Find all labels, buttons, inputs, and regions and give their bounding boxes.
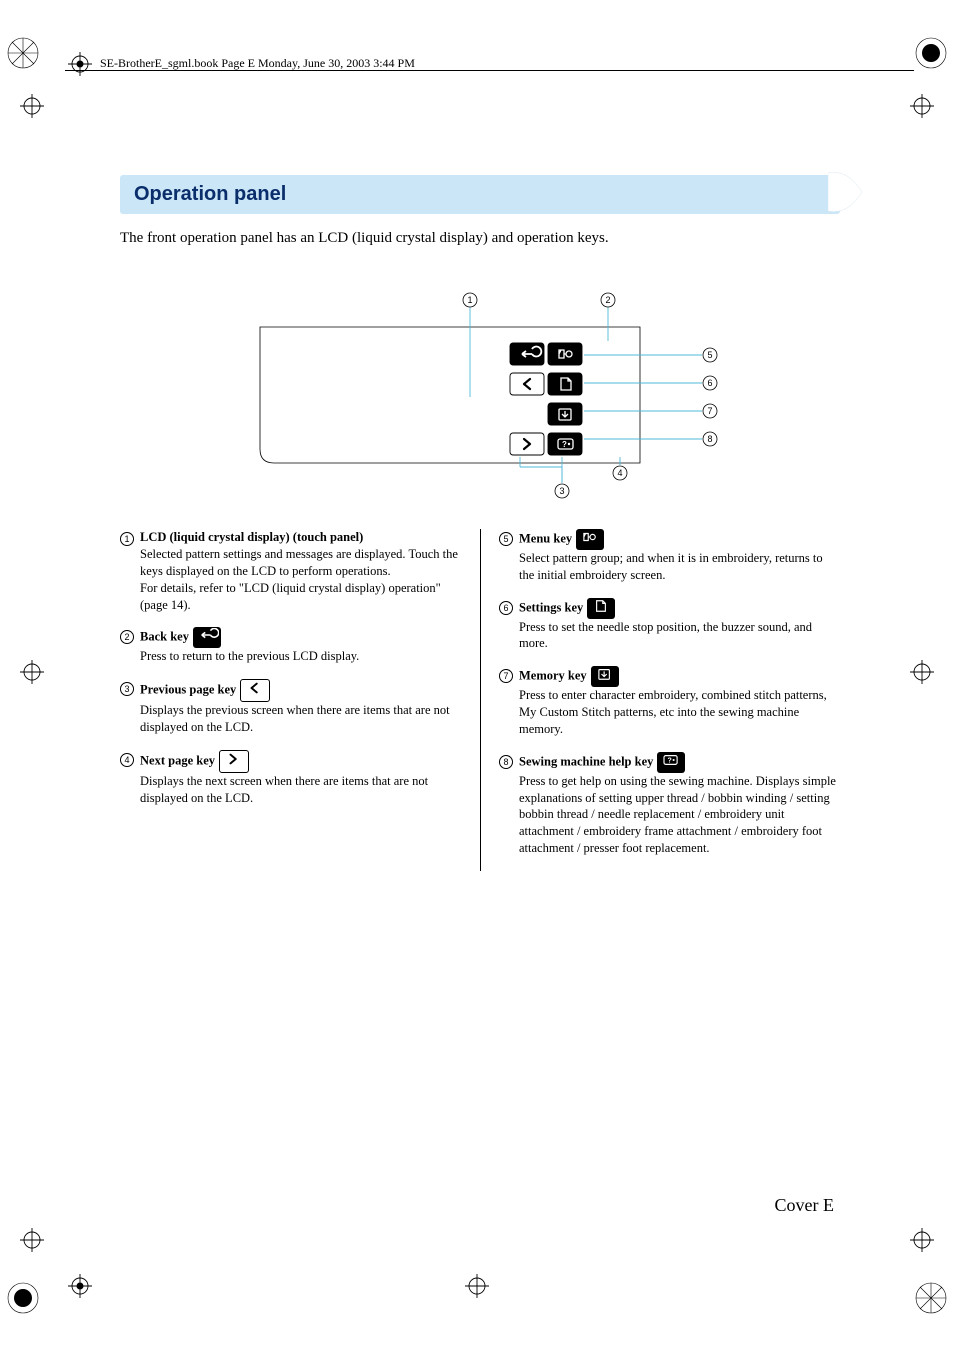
back-arrow-icon — [193, 627, 221, 648]
entry-description: Displays the next screen when there are … — [140, 774, 428, 805]
register-mark-icon — [910, 94, 934, 123]
register-mark-icon — [465, 1274, 489, 1303]
section-title: Operation panel — [134, 183, 826, 206]
corner-ornament-icon — [914, 1281, 948, 1315]
description-entry: 2 Back key Press to return to the previo… — [120, 627, 462, 665]
description-entry: 4 Next page key Displays the next screen… — [120, 750, 462, 807]
entry-description: Press to enter character embroidery, com… — [519, 688, 827, 736]
chevron-right-icon — [219, 750, 249, 773]
section-heading-bar: Operation panel — [120, 175, 840, 214]
print-header-rule — [65, 70, 914, 71]
chevron-left-icon — [240, 679, 270, 702]
corner-ornament-icon — [6, 1281, 40, 1315]
description-entry: 5 Menu key Select pattern group; and whe… — [499, 529, 840, 584]
register-mark-icon — [910, 1228, 934, 1257]
callout-number: 8 — [499, 755, 513, 769]
callout-number: 6 — [499, 601, 513, 615]
svg-text:3: 3 — [559, 486, 564, 496]
page-content: Operation panel The front operation pane… — [120, 175, 840, 871]
menu-glyph-icon — [576, 529, 604, 550]
callout-number: 4 — [120, 753, 134, 767]
description-entry: 3 Previous page key Displays the previou… — [120, 679, 462, 736]
operation-panel-diagram: ? 1 2 5 6 7 8 3 4 — [120, 287, 840, 501]
page-footer-label: Cover E — [775, 1195, 834, 1216]
callout-number: 3 — [120, 682, 134, 696]
callout-number: 7 — [499, 669, 513, 683]
callout-number: 5 — [499, 532, 513, 546]
entry-description: Press to get help on using the sewing ma… — [519, 774, 836, 856]
description-entry: 8 Sewing machine help key ? Press to get… — [499, 752, 840, 857]
entry-title: Memory key — [519, 669, 587, 683]
description-column-left: 1 LCD (liquid crystal display) (touch pa… — [120, 529, 480, 871]
entry-title: Next page key — [140, 753, 215, 767]
entry-title: Settings key — [519, 600, 583, 614]
entry-description: Selected pattern settings and messages a… — [140, 547, 458, 612]
thumb-tab-icon — [828, 169, 868, 215]
svg-text:8: 8 — [707, 434, 712, 444]
register-mark-icon — [20, 1228, 44, 1257]
entry-description: Select pattern group; and when it is in … — [519, 551, 823, 582]
entry-title: Previous page key — [140, 682, 236, 696]
entry-title: Menu key — [519, 531, 572, 545]
svg-text:1: 1 — [467, 295, 472, 305]
register-mark-icon — [910, 660, 934, 689]
svg-text:?: ? — [668, 757, 672, 764]
save-glyph-icon — [591, 666, 619, 687]
entry-title: LCD (liquid crystal display) (touch pane… — [140, 530, 363, 544]
description-entry: 6 Settings key Press to set the needle s… — [499, 598, 840, 653]
description-column-right: 5 Menu key Select pattern group; and whe… — [480, 529, 840, 871]
register-mark-icon — [68, 1274, 92, 1303]
callout-number: 2 — [120, 630, 134, 644]
register-mark-icon — [20, 660, 44, 689]
svg-text:2: 2 — [605, 295, 610, 305]
entry-title: Back key — [140, 630, 189, 644]
register-mark-icon — [20, 94, 44, 123]
callout-number: 1 — [120, 532, 134, 546]
svg-text:5: 5 — [707, 350, 712, 360]
intro-text: The front operation panel has an LCD (li… — [120, 230, 840, 247]
description-entry: 7 Memory key Press to enter character em… — [499, 666, 840, 738]
register-mark-icon — [68, 52, 92, 81]
corner-ornament-icon — [914, 36, 948, 70]
corner-ornament-icon — [6, 36, 40, 70]
svg-text:4: 4 — [617, 468, 622, 478]
page-glyph-icon — [587, 598, 615, 619]
description-entry: 1 LCD (liquid crystal display) (touch pa… — [120, 529, 462, 613]
help-glyph-icon: ? — [657, 752, 685, 773]
svg-text:?: ? — [562, 440, 567, 449]
print-header-text: SE-BrotherE_sgml.book Page E Monday, Jun… — [100, 56, 415, 71]
entry-description: Press to set the needle stop position, t… — [519, 620, 812, 651]
entry-description: Displays the previous screen when there … — [140, 703, 450, 734]
svg-text:7: 7 — [707, 406, 712, 416]
svg-text:6: 6 — [707, 378, 712, 388]
entry-title: Sewing machine help key — [519, 754, 653, 768]
entry-description: Press to return to the previous LCD disp… — [140, 649, 359, 663]
